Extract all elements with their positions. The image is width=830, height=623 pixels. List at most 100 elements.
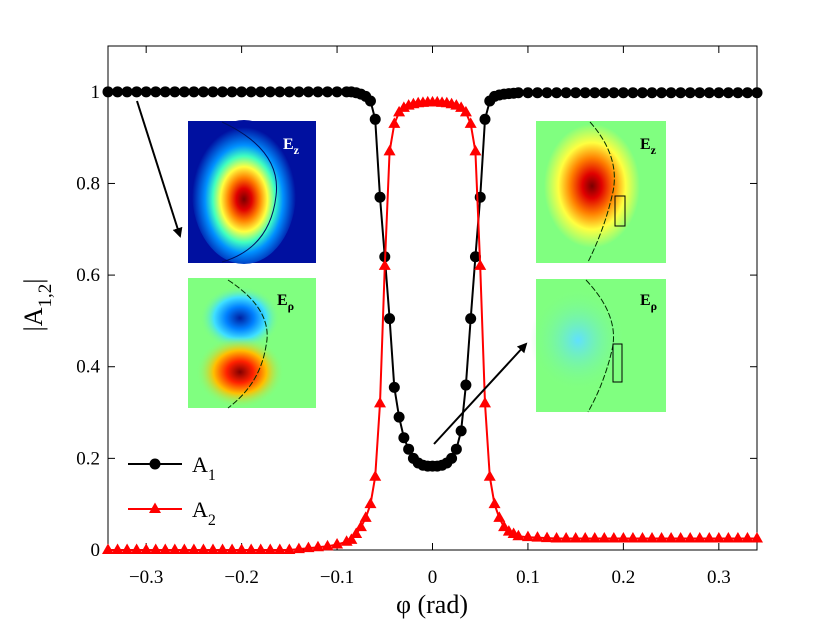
series-layer <box>102 86 763 554</box>
data-point <box>522 87 534 99</box>
data-point <box>684 532 697 543</box>
data-point <box>245 86 257 98</box>
data-point <box>464 117 477 128</box>
data-point <box>570 87 582 99</box>
annotation-arrow-right <box>433 342 528 445</box>
data-point <box>226 543 239 554</box>
data-point <box>359 511 372 522</box>
data-point <box>121 86 133 98</box>
data-point <box>112 86 124 98</box>
data-point <box>512 529 525 541</box>
y-tick-label: 1 <box>91 82 101 103</box>
data-point <box>264 86 276 98</box>
data-point <box>608 87 620 99</box>
data-point <box>121 543 134 554</box>
data-point <box>331 538 344 549</box>
data-point <box>636 532 649 543</box>
data-point <box>226 86 238 98</box>
x-tick-label: −0.2 <box>224 567 258 588</box>
boundary-line <box>221 121 278 263</box>
data-point <box>446 452 458 464</box>
y-tick-label: 0 <box>91 540 101 561</box>
data-point <box>235 543 248 554</box>
data-point <box>207 86 219 98</box>
inset-label: Ez <box>283 136 300 157</box>
data-point <box>598 532 611 543</box>
data-point <box>531 531 544 542</box>
data-point <box>713 87 725 99</box>
data-point <box>636 87 648 99</box>
data-point <box>483 470 496 481</box>
series-1 <box>102 86 763 472</box>
data-point <box>732 87 744 99</box>
annotation-arrow-left <box>136 100 183 238</box>
data-point <box>364 95 376 107</box>
legend-entry-a2: A2 <box>128 497 216 529</box>
data-point <box>646 87 658 99</box>
data-point <box>493 511 506 522</box>
data-point <box>140 86 152 98</box>
inset-left-ez: Ez <box>188 120 316 264</box>
data-point <box>384 313 396 325</box>
x-tick-label: 0 <box>428 567 438 588</box>
legend: A1 A2 <box>128 452 216 529</box>
probe-box <box>612 343 623 383</box>
y-tick-label: 0.8 <box>76 173 100 194</box>
data-point <box>598 87 610 99</box>
data-point <box>521 530 534 542</box>
data-point <box>460 379 472 391</box>
data-point <box>159 543 172 554</box>
data-point <box>293 86 305 98</box>
boundary-line <box>587 121 615 263</box>
data-point <box>751 532 763 543</box>
data-point <box>459 105 472 117</box>
data-point <box>369 470 382 481</box>
inset-label: Ez <box>640 136 657 157</box>
field-map <box>192 120 296 264</box>
data-point <box>369 113 381 125</box>
data-point <box>149 543 162 554</box>
data-point <box>150 86 162 98</box>
data-point <box>541 531 554 543</box>
x-axis-label: φ (rad) <box>396 590 468 619</box>
data-point <box>703 87 715 99</box>
data-point <box>450 443 462 455</box>
data-point <box>674 532 687 543</box>
data-point <box>703 532 716 543</box>
data-point <box>478 396 491 408</box>
data-point <box>374 191 386 203</box>
data-point <box>531 87 543 99</box>
data-point <box>302 541 315 553</box>
inset-left-erho: Eρ <box>188 278 316 409</box>
inset-right-erho: Eρ <box>530 279 666 413</box>
x-tick-label: 0.3 <box>707 567 731 588</box>
boundary-line <box>227 279 268 409</box>
field-map <box>530 288 626 392</box>
x-tick-label: −0.3 <box>129 567 163 588</box>
data-point <box>626 532 639 543</box>
data-point <box>403 443 415 455</box>
x-tick-label: 0.1 <box>516 567 540 588</box>
data-point <box>741 87 753 99</box>
data-point <box>131 86 143 98</box>
data-point <box>302 86 314 98</box>
data-point <box>617 87 629 99</box>
data-point <box>627 87 639 99</box>
data-point <box>245 543 258 554</box>
data-point <box>607 532 620 543</box>
data-point <box>331 86 343 98</box>
data-point <box>665 532 678 543</box>
data-point <box>378 259 391 270</box>
data-point <box>216 543 229 554</box>
data-point <box>273 543 286 554</box>
inset-label: Eρ <box>277 292 294 313</box>
data-point <box>264 543 277 554</box>
data-point <box>474 259 487 270</box>
field-map <box>544 124 640 248</box>
y-tick-label: 0.2 <box>76 448 100 469</box>
data-point <box>236 86 248 98</box>
y-tick-label: 0.4 <box>76 357 100 378</box>
data-point <box>283 86 295 98</box>
y-axis-label-main: |A <box>19 307 48 331</box>
